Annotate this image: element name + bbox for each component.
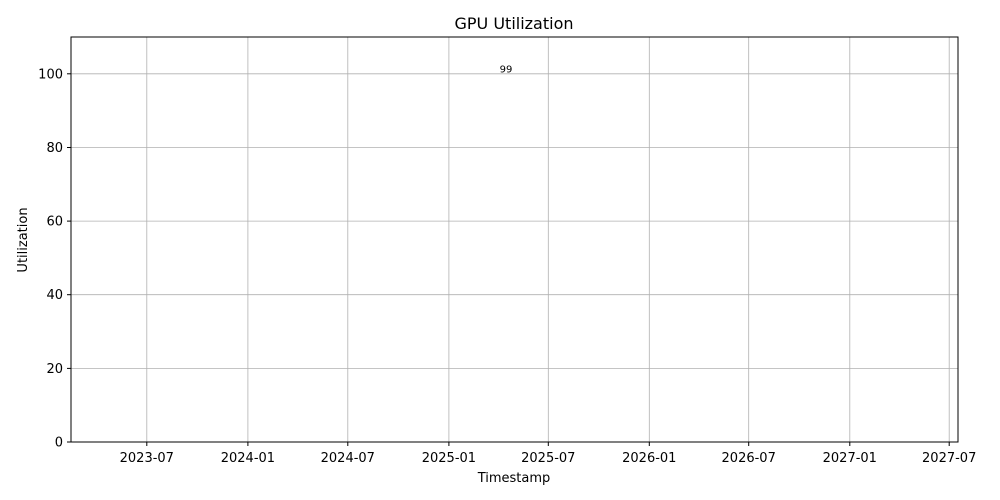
y-tick-label: 60 (46, 215, 63, 230)
x-tick-label: 2027-01 (823, 451, 877, 466)
chart-title: GPU Utilization (454, 14, 573, 33)
x-tick-label: 2027-07 (922, 451, 976, 466)
y-tick-label: 80 (46, 141, 63, 156)
y-tick-label: 100 (38, 67, 63, 82)
x-tick-label: 2025-07 (521, 451, 575, 466)
x-tick-label: 2024-07 (321, 451, 375, 466)
x-tick-label: 2025-01 (422, 451, 476, 466)
y-tick-label: 40 (46, 288, 63, 303)
x-tick-label: 2026-01 (622, 451, 676, 466)
tick-layer: 2023-07 2024-01 2024-07 2025-01 2025-07 2026-… (38, 67, 976, 466)
x-tick-label: 2026-07 (722, 451, 776, 466)
x-tick-label: 2023-07 (120, 451, 174, 466)
y-tick-label: 0 (55, 436, 63, 451)
y-tick-label: 20 (46, 362, 63, 377)
plot-area-frame (70, 36, 959, 443)
x-tick-label: 2024-01 (221, 451, 275, 466)
x-axis-label: Timestamp (477, 471, 551, 486)
data-label: 99 (500, 65, 513, 76)
y-axis-label: Utilization (16, 207, 31, 272)
mark-layer: 99 (500, 65, 513, 76)
